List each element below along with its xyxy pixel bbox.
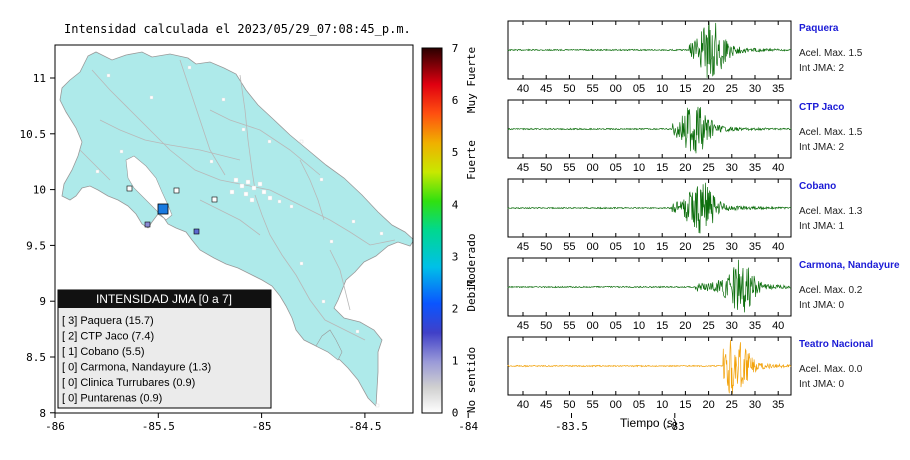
map-y-tick-label: 8 — [39, 407, 46, 420]
colorbar-label: Muy Fuerte — [465, 47, 478, 113]
station-info: Acel. Max. 1.5 Int JMA: 2 — [799, 125, 862, 155]
station-marker-turrubares[interactable] — [211, 196, 218, 203]
legend-header: INTENSIDAD JMA [0 a 7] — [96, 292, 232, 306]
colorbar-tick-label: 0 — [452, 407, 459, 420]
map-x-tick-label: -86 — [45, 420, 65, 433]
towns — [95, 65, 384, 408]
map-title: Intensidad calculada el 2023/05/29_07:08… — [64, 22, 411, 36]
station-jma-intensity: Int JMA: 0 — [799, 300, 845, 311]
station-name: Teatro Nacional — [799, 339, 874, 350]
map-y-tick-label: 9 — [39, 295, 46, 308]
map-x-tick-label: -83.5 — [555, 420, 588, 433]
colorbar-label: Moderado — [465, 234, 478, 287]
station-info: Acel. Max. 1.5 Int JMA: 2 — [799, 46, 862, 76]
map-x-tick-label: -84.5 — [348, 420, 381, 433]
colorbar-tick-label: 3 — [452, 250, 459, 263]
station-max-acceleration: Acel. Max. 0.0 — [799, 364, 863, 375]
station-max-acceleration: Acel. Max. 1.5 — [799, 127, 863, 138]
station-name: Paquera — [799, 23, 839, 34]
colorbar-tick-label: 5 — [452, 146, 459, 159]
map-x-tick-label: -84 — [458, 420, 478, 433]
station-name: Cobano — [799, 181, 837, 192]
station-marker-paquera[interactable] — [157, 203, 169, 215]
station-max-acceleration: Acel. Max. 0.2 — [799, 285, 863, 296]
station-info: Acel. Max. 1.3 Int JMA: 1 — [799, 204, 862, 234]
legend-item: [ 0] Clinica Turrubares (0.9) — [62, 377, 195, 389]
legend-item: [ 0] Puntarenas (0.9) — [62, 393, 162, 405]
station-jma-intensity: Int JMA: 1 — [799, 221, 845, 232]
legend-item: [ 1] Cobano (5.5) — [62, 346, 145, 358]
station-jma-intensity: Int JMA: 0 — [799, 379, 845, 390]
station-marker-cobano[interactable] — [144, 221, 151, 228]
colorbar[interactable] — [421, 47, 443, 414]
legend-box — [57, 289, 272, 409]
station-name: Carmona, Nandayure — [799, 260, 900, 271]
map-y-tick-label: 10 — [33, 184, 46, 197]
station-marker-puntarenas[interactable] — [173, 187, 180, 194]
map-x-axis: -86 -85.5 -85 -84.5 -84 -83.5 -83 — [45, 413, 685, 433]
map-frame — [54, 44, 414, 414]
map-x-tick-label: -83 — [665, 420, 685, 433]
station-info: Acel. Max. 0.2 Int JMA: 0 — [799, 283, 862, 313]
map-y-axis: 11 10.5 10 9.5 9 8.5 8 — [20, 72, 55, 420]
colorbar-tick-label: 2 — [452, 303, 459, 316]
map-y-tick-label: 8.5 — [26, 351, 46, 364]
legend-item: [ 0] Carmona, Nandayure (1.3) — [62, 362, 211, 374]
station-jma-intensity: Int JMA: 2 — [799, 142, 845, 153]
map-y-tick-label: 10.5 — [20, 128, 47, 141]
colorbar-tick-label: 1 — [452, 355, 459, 368]
colorbar-tick-label: 7 — [452, 42, 459, 55]
road-network — [79, 59, 396, 341]
colorbar-ticks: 7 6 5 4 3 2 1 0 — [452, 42, 459, 420]
station-marker-carmona[interactable] — [126, 185, 133, 192]
colorbar-label: Fuerte — [465, 140, 478, 180]
map-y-tick-label: 11 — [33, 72, 46, 85]
legend-item: [ 2] CTP Jaco (7.4) — [62, 331, 154, 343]
station-max-acceleration: Acel. Max. 1.5 — [799, 48, 863, 59]
colorbar-tick-label: 4 — [452, 198, 459, 211]
map-y-tick-label: 9.5 — [26, 239, 46, 252]
map-x-tick-label: -85 — [252, 420, 272, 433]
station-max-acceleration: Acel. Max. 1.3 — [799, 206, 863, 217]
map-x-tick-label: -85.5 — [142, 420, 175, 433]
colorbar-label: No sentido — [465, 347, 478, 413]
time-axis-label: Tiempo (s) — [620, 416, 677, 430]
station-marker-ctp-jaco[interactable] — [193, 228, 200, 235]
station-info: Acel. Max. 0.0 Int JMA: 0 — [799, 362, 862, 392]
colorbar-label: Debil — [465, 278, 478, 311]
colorbar-tick-label: 6 — [452, 94, 459, 107]
legend-header-bg — [58, 290, 271, 308]
station-name: CTP Jaco — [799, 102, 845, 113]
legend-items: [ 3] Paquera (15.7) [ 2] CTP Jaco (7.4) [ … — [62, 315, 211, 405]
legend-item: [ 3] Paquera (15.7) — [62, 315, 154, 327]
station-jma-intensity: Int JMA: 2 — [799, 63, 845, 74]
